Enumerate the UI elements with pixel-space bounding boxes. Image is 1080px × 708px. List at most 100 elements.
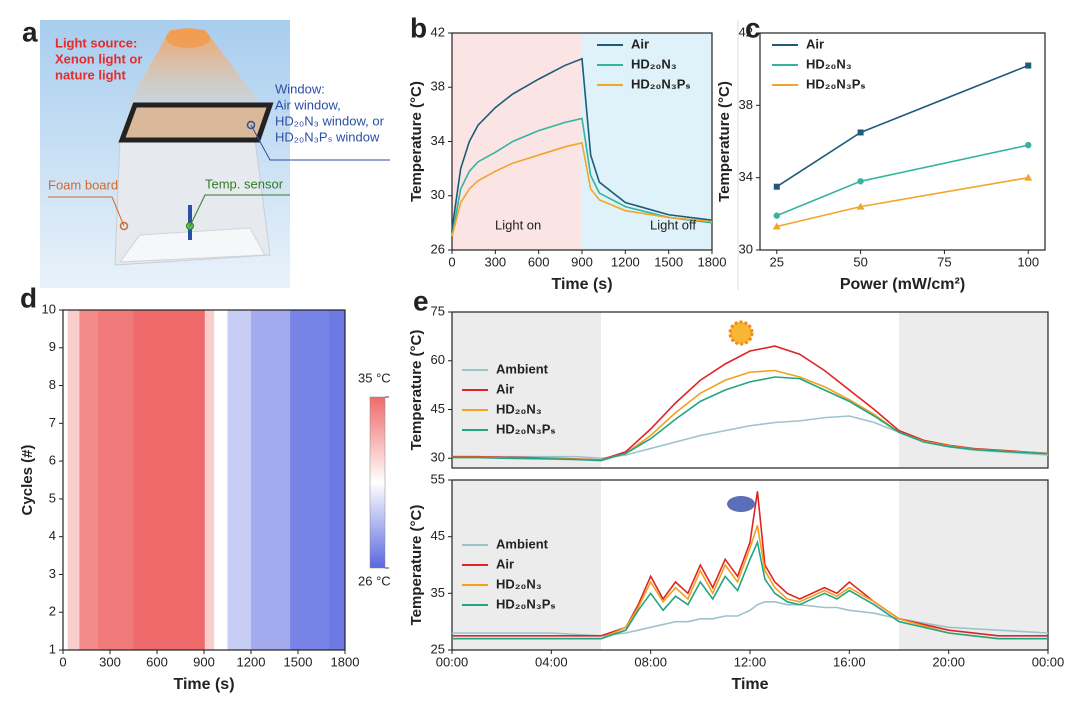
cloud-icon <box>727 496 755 512</box>
line <box>452 601 1049 637</box>
marker <box>857 129 864 136</box>
sensor-label: Temp. sensor <box>205 176 284 191</box>
x-tick-label: 20:00 <box>932 654 965 669</box>
y-axis-label: Temperature (°C) <box>408 81 425 202</box>
plot-frame <box>451 311 1049 469</box>
x-tick-label: 1500 <box>654 254 683 269</box>
x-tick-label: 1500 <box>284 654 313 669</box>
colorbar-label: 26 °C <box>358 573 391 588</box>
y-tick-label: 30 <box>739 241 753 256</box>
heat-cell <box>329 310 346 650</box>
window-label: Air window, <box>275 97 341 112</box>
region <box>899 480 1048 650</box>
legend-label: Air <box>496 556 514 571</box>
legend-label: HD₂₀N₃ <box>631 56 677 71</box>
y-tick-label: 45 <box>431 401 445 416</box>
y-tick-label: 25 <box>431 641 445 656</box>
x-tick-label: 900 <box>193 654 215 669</box>
panel-label: a <box>22 16 38 47</box>
y-tick-label: 42 <box>739 24 753 39</box>
x-tick-label: 08:00 <box>634 654 667 669</box>
x-tick-label: 75 <box>937 254 951 269</box>
y-axis-label: Temperature (°C) <box>716 81 733 202</box>
x-tick-label: 600 <box>528 254 550 269</box>
marker <box>1025 62 1032 69</box>
y-tick-label: 5 <box>49 490 56 505</box>
box-floor <box>118 227 266 263</box>
legend-label: HD₂₀N₃ <box>496 401 542 416</box>
foam-marker <box>119 221 129 231</box>
icons <box>521 320 989 519</box>
region <box>452 33 582 250</box>
x-tick-label: 12:00 <box>734 654 767 669</box>
legend-label: Ambient <box>496 536 549 551</box>
y-tick-label: 55 <box>431 471 445 486</box>
legend-label: Air <box>496 381 514 396</box>
region <box>899 312 1048 468</box>
window-label: Window: <box>275 81 325 96</box>
y-axis-label: Cycles (#) <box>19 445 36 516</box>
sun-icon <box>728 320 754 346</box>
marker <box>773 183 780 190</box>
heat-cell <box>227 310 252 650</box>
line <box>452 539 1048 640</box>
heat-cell <box>67 310 80 650</box>
window-leader <box>250 124 390 161</box>
y-tick-label: 9 <box>49 339 56 354</box>
window-label: HD₂₀N₃Pₛ window <box>275 129 380 144</box>
x-tick-label: 1200 <box>237 654 266 669</box>
y-tick-label: 2 <box>49 604 56 619</box>
line <box>451 141 713 237</box>
sensor-leader <box>189 194 290 227</box>
y-tick-label: 34 <box>431 133 445 148</box>
x-axis-label: Time (s) <box>173 676 234 693</box>
light-source-label: Xenon light or <box>55 51 142 66</box>
light-source <box>166 28 210 48</box>
x-tick-label: 50 <box>853 254 867 269</box>
x-tick-label: 0 <box>59 654 66 669</box>
window-label: HD₂₀N₃ window, or <box>275 113 385 128</box>
line <box>451 117 713 237</box>
x-tick-label: 900 <box>571 254 593 269</box>
legend-label: HD₂₀N₃Pₛ <box>631 76 690 91</box>
x-tick-label: 1200 <box>611 254 640 269</box>
heat-cell <box>214 310 228 650</box>
foam-board-label: Foam board <box>48 177 118 192</box>
x-tick-label: 1800 <box>698 254 727 269</box>
marker <box>857 178 864 185</box>
marker <box>772 222 781 230</box>
x-tick-label: 25 <box>770 254 784 269</box>
marker <box>773 212 780 219</box>
heat-cell <box>290 310 330 650</box>
y-axis-label: Temperature (°C) <box>408 505 425 626</box>
panel-label: c <box>745 12 761 43</box>
y-axis-label: Temperature (°C) <box>408 330 425 451</box>
light-source-label: nature light <box>55 67 126 82</box>
y-tick-label: 10 <box>42 301 56 316</box>
x-axis-label: Power (mW/cm²) <box>840 276 965 293</box>
y-tick-label: 75 <box>431 303 445 318</box>
heat-cell <box>204 310 215 650</box>
y-tick-label: 35 <box>431 585 445 600</box>
y-tick-label: 4 <box>49 528 56 543</box>
heat-cell <box>178 310 206 650</box>
line <box>776 176 1029 228</box>
y-tick-label: 30 <box>431 450 445 465</box>
x-tick-label: 04:00 <box>535 654 568 669</box>
x-tick-label: 1800 <box>331 654 360 669</box>
window <box>118 102 274 143</box>
light-beam <box>125 30 265 110</box>
legend-label: Ambient <box>496 361 549 376</box>
x-tick-label: 00:00 <box>1032 654 1065 669</box>
colorbar <box>369 396 386 569</box>
legend-label: HD₂₀N₃Pₛ <box>496 596 555 611</box>
line <box>776 144 1029 217</box>
heat-cell <box>98 310 134 650</box>
y-tick-label: 1 <box>49 641 56 656</box>
colorbar-label: 35 °C <box>358 370 391 385</box>
x-tick-label: 300 <box>484 254 506 269</box>
x-axis-label: Time (s) <box>551 276 612 293</box>
legend-label: HD₂₀N₃ <box>496 576 542 591</box>
